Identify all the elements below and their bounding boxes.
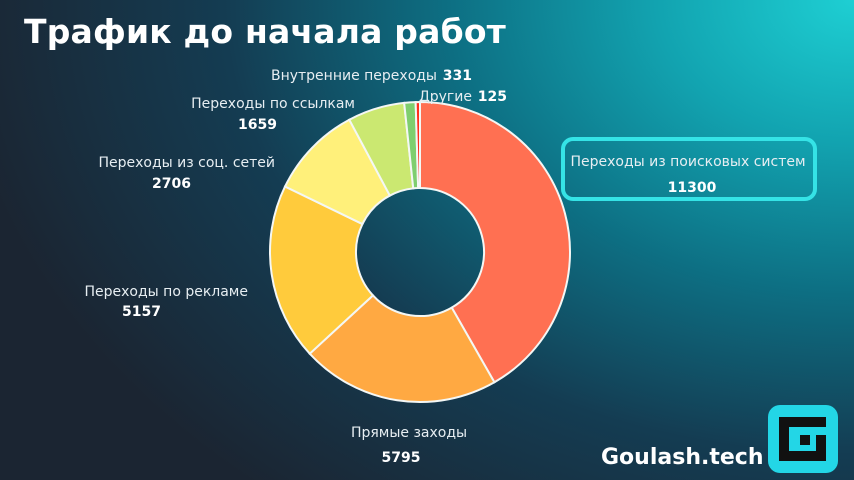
highlight-box xyxy=(561,137,817,201)
value-внутренние-переходы: 331 xyxy=(443,68,472,84)
slice-другие xyxy=(414,100,421,190)
brand-name: Goulash.tech xyxy=(601,445,764,470)
slice-переходы-по-рекламе xyxy=(269,185,375,356)
label-переходы-по-ссылкам: Переходы по ссылкам xyxy=(191,96,355,112)
label-прямые-заходы: Прямые заходы xyxy=(351,425,467,441)
label-другие: Другие xyxy=(419,89,472,105)
label-переходы-из-соц-сетей: Переходы из соц. сетей xyxy=(98,155,275,171)
brand-logo xyxy=(768,405,838,473)
value-переходы-из-соц-сетей: 2706 xyxy=(152,176,191,192)
slice-прямые-заходы xyxy=(308,293,496,403)
chart-title: Трафик до начала работ xyxy=(24,12,507,51)
label-переходы-из-поисковых-систем: Переходы из поисковых систем xyxy=(570,154,805,170)
label-переходы-по-рекламе: Переходы по рекламе xyxy=(84,284,248,300)
value-переходы-по-ссылкам: 1659 xyxy=(238,117,277,133)
label-внутренние-переходы: Внутренние переходы xyxy=(271,68,437,84)
value-другие: 125 xyxy=(478,89,507,105)
value-переходы-из-поисковых-систем: 11300 xyxy=(668,180,717,196)
value-переходы-по-рекламе: 5157 xyxy=(122,304,161,320)
slice-переходы-из-поисковых-систем xyxy=(419,100,571,384)
value-прямые-заходы: 5795 xyxy=(382,450,421,466)
